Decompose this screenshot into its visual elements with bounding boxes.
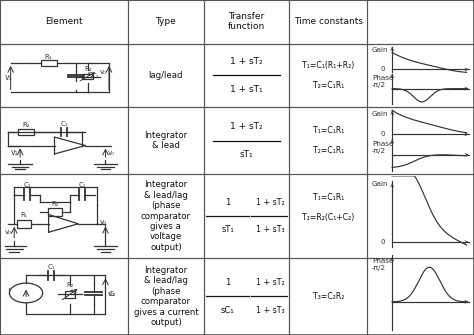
- Text: T₂=R₂(C₁+C₂): T₂=R₂(C₁+C₂): [302, 213, 355, 222]
- Text: Phase
-π/2: Phase -π/2: [372, 141, 393, 154]
- Text: v₁: v₁: [10, 148, 18, 157]
- Text: R₂: R₂: [66, 281, 73, 287]
- Bar: [289, 174, 367, 258]
- Text: 0: 0: [381, 239, 385, 245]
- Bar: [17, 220, 31, 228]
- Text: Type: Type: [155, 17, 176, 26]
- Text: C₂: C₂: [109, 291, 117, 297]
- Text: C₁: C₁: [91, 73, 99, 79]
- Bar: [204, 174, 289, 258]
- Text: 1 + sT₂: 1 + sT₂: [256, 198, 284, 207]
- Bar: [82, 74, 93, 79]
- Bar: [367, 174, 474, 258]
- Text: C₁: C₁: [60, 121, 68, 127]
- Bar: [128, 44, 204, 107]
- Bar: [204, 0, 289, 44]
- Bar: [367, 0, 474, 44]
- Bar: [18, 129, 34, 135]
- Text: Transfer
function: Transfer function: [228, 12, 265, 31]
- Bar: [48, 208, 62, 216]
- Text: 1 + sT₂: 1 + sT₂: [230, 57, 263, 66]
- Bar: [204, 107, 289, 174]
- Text: Integrator
& lead: Integrator & lead: [145, 131, 187, 150]
- Text: 1 + sT₁: 1 + sT₁: [230, 85, 263, 94]
- Text: T₁=C₁R₁: T₁=C₁R₁: [312, 193, 344, 202]
- Text: Time constants: Time constants: [294, 17, 363, 26]
- Text: 1 + sT₃: 1 + sT₃: [256, 306, 284, 315]
- Text: Gain: Gain: [372, 111, 388, 117]
- Text: sT₁: sT₁: [221, 225, 234, 234]
- Bar: [204, 44, 289, 107]
- Text: v₀: v₀: [100, 69, 107, 75]
- Text: C₁: C₁: [24, 182, 31, 188]
- Bar: [289, 44, 367, 107]
- Text: R₁: R₁: [45, 54, 52, 60]
- Bar: [204, 258, 289, 335]
- Text: I: I: [7, 288, 9, 297]
- Bar: [64, 291, 75, 298]
- Bar: [128, 0, 204, 44]
- Text: 1: 1: [225, 198, 230, 207]
- Text: T₃=C₂R₂: T₃=C₂R₂: [312, 292, 344, 301]
- Bar: [0, 107, 128, 174]
- Text: v₀: v₀: [108, 150, 115, 156]
- Bar: [0, 0, 128, 44]
- Text: Gain: Gain: [372, 47, 388, 53]
- Bar: [367, 107, 474, 174]
- Text: T₁=C₁(R₁+R₂): T₁=C₁(R₁+R₂): [302, 61, 355, 70]
- Text: lag/lead: lag/lead: [149, 71, 183, 80]
- Text: 0: 0: [381, 131, 385, 137]
- Text: 1 + sT₃: 1 + sT₃: [256, 225, 284, 234]
- Text: v₀: v₀: [108, 291, 115, 297]
- Bar: [128, 107, 204, 174]
- Text: Element: Element: [45, 17, 83, 26]
- Bar: [128, 174, 204, 258]
- Bar: [128, 258, 204, 335]
- Text: R₂: R₂: [22, 122, 30, 128]
- Text: Phase
-π/2: Phase -π/2: [372, 75, 393, 88]
- Bar: [0, 44, 128, 107]
- Text: C₁: C₁: [47, 264, 55, 270]
- Text: Integrator
& lead/lag
(phase
comparator
gives a current
output): Integrator & lead/lag (phase comparator …: [134, 266, 198, 327]
- Text: Gain: Gain: [372, 181, 388, 187]
- Text: C₁: C₁: [79, 182, 86, 188]
- Bar: [289, 107, 367, 174]
- Text: R₁: R₁: [21, 212, 28, 218]
- Bar: [367, 258, 474, 335]
- Bar: [289, 258, 367, 335]
- Text: T₁=C₁R₁: T₁=C₁R₁: [312, 126, 344, 135]
- Text: sT₁: sT₁: [240, 150, 253, 159]
- Bar: [0, 174, 128, 258]
- Text: v₀: v₀: [5, 229, 12, 235]
- Bar: [41, 60, 56, 66]
- Text: Integrator
& lead/lag
(phase
comparator
gives a
voltage
output): Integrator & lead/lag (phase comparator …: [141, 180, 191, 252]
- Text: 1: 1: [225, 278, 230, 287]
- Bar: [367, 44, 474, 107]
- Bar: [0, 258, 128, 335]
- Text: 1 + sT₂: 1 + sT₂: [230, 122, 263, 131]
- Text: R₂: R₂: [84, 66, 91, 72]
- Text: Phase
-π/2: Phase -π/2: [372, 258, 393, 271]
- Text: 0: 0: [381, 66, 385, 72]
- Bar: [289, 0, 367, 44]
- Text: R₂: R₂: [51, 201, 59, 207]
- Text: 1 + sT₂: 1 + sT₂: [256, 278, 284, 287]
- Text: sC₁: sC₁: [221, 306, 234, 315]
- Text: v₀: v₀: [100, 219, 107, 225]
- Text: T₂=C₁R₁: T₂=C₁R₁: [312, 146, 344, 155]
- Text: T₂=C₁R₁: T₂=C₁R₁: [312, 81, 344, 90]
- Text: v₁: v₁: [5, 73, 12, 82]
